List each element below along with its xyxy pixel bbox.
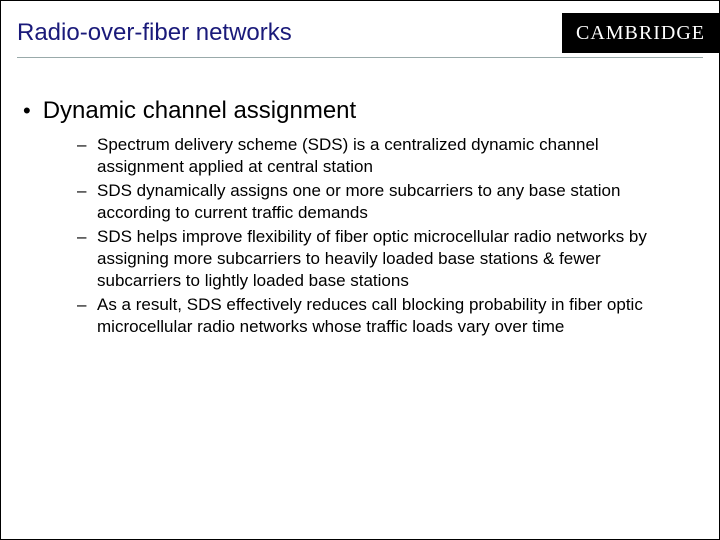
list-item: – Spectrum delivery scheme (SDS) is a ce…: [77, 134, 689, 178]
bullet-heading-row: • Dynamic channel assignment: [23, 96, 689, 126]
list-item: – SDS helps improve flexibility of fiber…: [77, 226, 689, 292]
list-item-text: SDS dynamically assigns one or more subc…: [97, 180, 657, 224]
dash-icon: –: [77, 180, 87, 202]
dash-icon: –: [77, 294, 87, 316]
list-item-text: As a result, SDS effectively reduces cal…: [97, 294, 657, 338]
bullet-marker: •: [23, 96, 31, 126]
slide-header: Radio-over-fiber networks CAMBRIDGE: [17, 13, 719, 53]
sub-bullet-list: – Spectrum delivery scheme (SDS) is a ce…: [77, 134, 689, 338]
slide-content: • Dynamic channel assignment – Spectrum …: [23, 96, 689, 340]
list-item: – SDS dynamically assigns one or more su…: [77, 180, 689, 224]
slide: Radio-over-fiber networks CAMBRIDGE • Dy…: [0, 0, 720, 540]
dash-icon: –: [77, 134, 87, 156]
dash-icon: –: [77, 226, 87, 248]
list-item: – As a result, SDS effectively reduces c…: [77, 294, 689, 338]
header-rule: [17, 57, 703, 58]
list-item-text: SDS helps improve flexibility of fiber o…: [97, 226, 657, 292]
list-item-text: Spectrum delivery scheme (SDS) is a cent…: [97, 134, 657, 178]
slide-title: Radio-over-fiber networks: [17, 19, 292, 47]
publisher-logo: CAMBRIDGE: [562, 13, 719, 53]
content-heading: Dynamic channel assignment: [43, 96, 357, 126]
